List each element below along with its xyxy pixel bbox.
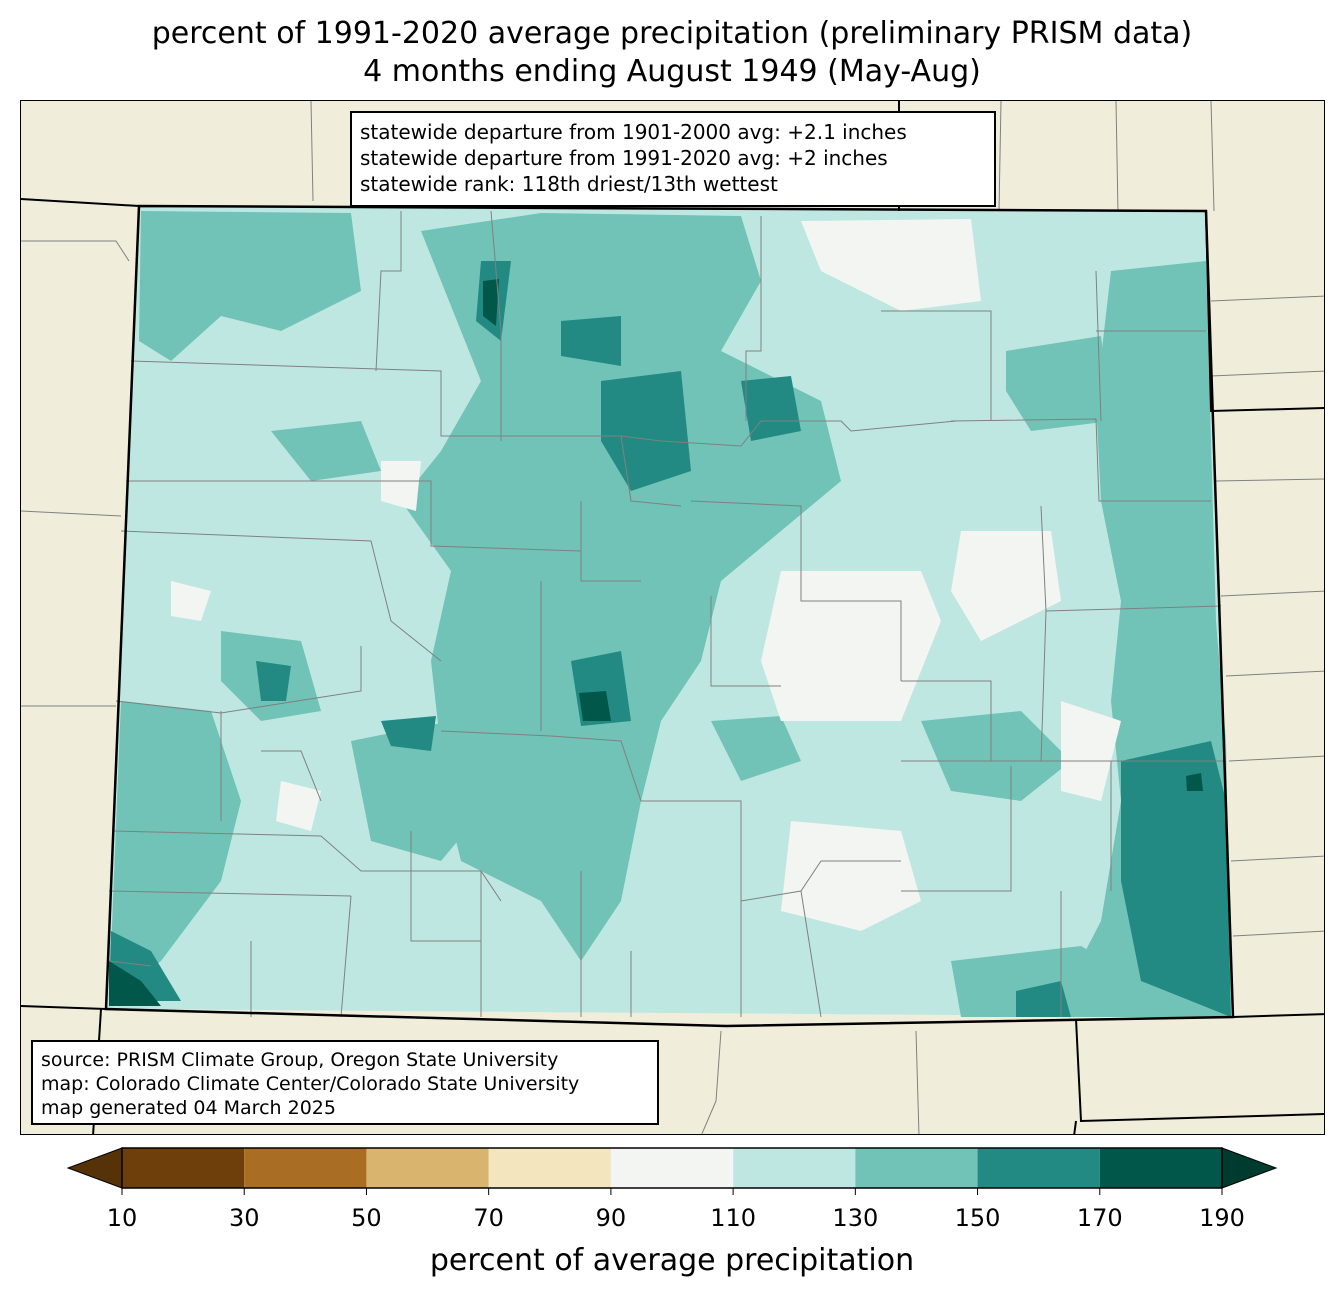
precip-zone-90-110 bbox=[171, 219, 1121, 931]
county-boundaries bbox=[108, 210, 1226, 1018]
map-title-line1: percent of 1991-2020 average precipitati… bbox=[151, 16, 1193, 51]
generated-date-line: map generated 04 March 2025 bbox=[41, 1097, 336, 1119]
neighbor-boundaries bbox=[21, 101, 1324, 1134]
colorado-precip-map bbox=[21, 101, 1324, 1134]
colorbar-frame bbox=[121, 1147, 1223, 1189]
colorbar-tick-label: 30 bbox=[228, 1204, 260, 1232]
source-line: source: PRISM Climate Group, Oregon Stat… bbox=[41, 1049, 559, 1071]
colorbar-tick-label: 150 bbox=[954, 1204, 1001, 1232]
colorbar-tick-label: 130 bbox=[832, 1204, 879, 1232]
colorbar-tick-label: 190 bbox=[1199, 1204, 1245, 1232]
stats-rank: statewide rank: 118th driest/13th wettes… bbox=[360, 172, 778, 196]
precip-zone-130-150 bbox=[109, 211, 1231, 1017]
colorbar-tick-label: 90 bbox=[595, 1204, 627, 1232]
colorbar-bin-110-130 bbox=[733, 1148, 856, 1188]
colorbar-tick-label: 70 bbox=[473, 1204, 504, 1232]
source-credits-box: source: PRISM Climate Group, Oregon Stat… bbox=[31, 1040, 659, 1125]
stats-departure-1901-2000: statewide departure from 1901-2000 avg: … bbox=[360, 120, 907, 144]
colorbar-bin-50-70 bbox=[366, 1148, 489, 1188]
map-panel bbox=[20, 100, 1325, 1135]
colorbar-over-arrow bbox=[1221, 1147, 1278, 1189]
colorbar-tick-label: 110 bbox=[710, 1204, 757, 1232]
colorbar-tick-label: 170 bbox=[1076, 1204, 1123, 1232]
colorbar bbox=[66, 1147, 1278, 1195]
colorbar-bin-170-190 bbox=[1099, 1148, 1222, 1188]
precip-zone-170-190 bbox=[109, 279, 1203, 1006]
colorbar-bin-10-30 bbox=[122, 1148, 245, 1188]
stats-departure-1991-2020: statewide departure from 1991-2020 avg: … bbox=[360, 146, 888, 170]
colorbar-bin-90-110 bbox=[610, 1148, 734, 1188]
colorbar-bin-150-170 bbox=[977, 1148, 1100, 1188]
colorbar-bin-30-50 bbox=[244, 1148, 367, 1188]
map-credit-line: map: Colorado Climate Center/Colorado St… bbox=[41, 1073, 580, 1095]
map-title-line2: 4 months ending August 1949 (May-Aug) bbox=[363, 54, 981, 89]
colorbar-tick-label: 10 bbox=[106, 1204, 138, 1232]
colorbar-bin-70-90 bbox=[488, 1148, 611, 1188]
colorbar-under-arrow bbox=[66, 1147, 123, 1189]
statewide-stats-box: statewide departure from 1901-2000 avg: … bbox=[350, 111, 996, 207]
colorado-border bbox=[104, 204, 1235, 1028]
colorbar-label: percent of average precipitation bbox=[429, 1243, 915, 1278]
colorbar-bin-130-150 bbox=[855, 1148, 978, 1188]
colorbar-tick-label: 50 bbox=[351, 1204, 382, 1232]
